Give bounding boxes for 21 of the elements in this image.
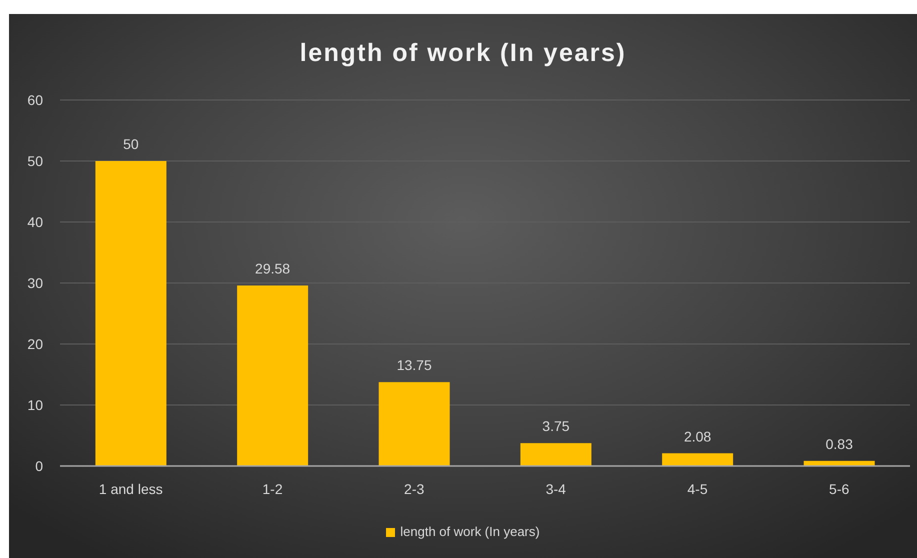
x-tick-label: 2-3 (404, 480, 424, 497)
x-tick-label: 1 and less (98, 480, 163, 497)
y-tick-label: 40 (27, 214, 44, 230)
x-tick-label: 5-6 (829, 480, 850, 497)
data-label: 13.75 (396, 357, 432, 374)
legend-label: length of work (In years) (400, 524, 540, 540)
y-tick-label: 20 (27, 336, 44, 352)
data-label: 50 (123, 136, 139, 152)
y-tick-label: 50 (27, 152, 44, 169)
data-label: 0.83 (826, 436, 854, 452)
x-tick-label: 4-5 (687, 480, 708, 497)
x-tick-label: 1-2 (262, 480, 283, 497)
data-label: 29.58 (255, 260, 290, 277)
y-tick-label: 60 (27, 92, 44, 108)
y-tick-label: 10 (27, 396, 44, 413)
data-label: 3.75 (542, 418, 570, 434)
x-tick-label: 3-4 (546, 480, 566, 497)
y-tick-label: 0 (35, 458, 44, 474)
data-label: 2.08 (684, 428, 712, 444)
chart-title: length of work (In years) (298, 38, 628, 69)
y-tick-label: 30 (27, 274, 44, 291)
